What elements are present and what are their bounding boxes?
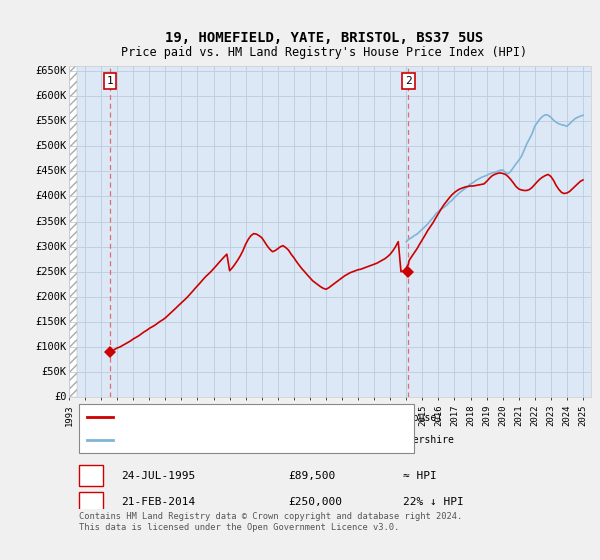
- Text: £500K: £500K: [35, 141, 67, 151]
- Text: 1: 1: [107, 76, 113, 86]
- Text: £0: £0: [54, 392, 67, 402]
- Text: ≈ HPI: ≈ HPI: [403, 470, 437, 480]
- Text: Contains HM Land Registry data © Crown copyright and database right 2024.
This d: Contains HM Land Registry data © Crown c…: [79, 512, 463, 532]
- Text: 21-FEB-2014: 21-FEB-2014: [121, 497, 196, 507]
- Text: £150K: £150K: [35, 317, 67, 327]
- Text: £200K: £200K: [35, 292, 67, 302]
- Polygon shape: [69, 66, 77, 397]
- Text: £50K: £50K: [41, 367, 67, 377]
- Text: £400K: £400K: [35, 192, 67, 202]
- Text: 19, HOMEFIELD, YATE, BRISTOL, BS37 5US (detached house): 19, HOMEFIELD, YATE, BRISTOL, BS37 5US (…: [119, 412, 442, 422]
- Text: £250K: £250K: [35, 267, 67, 277]
- Text: £250,000: £250,000: [288, 497, 342, 507]
- FancyBboxPatch shape: [79, 492, 103, 512]
- Text: 2: 2: [405, 76, 412, 86]
- Text: 24-JUL-1995: 24-JUL-1995: [121, 470, 196, 480]
- Text: HPI: Average price, detached house, South Gloucestershire: HPI: Average price, detached house, Sout…: [119, 435, 454, 445]
- Text: £650K: £650K: [35, 66, 67, 76]
- Text: 2: 2: [88, 497, 95, 507]
- Text: £600K: £600K: [35, 91, 67, 101]
- Text: £89,500: £89,500: [288, 470, 335, 480]
- Text: £450K: £450K: [35, 166, 67, 176]
- Text: 1: 1: [88, 470, 95, 480]
- FancyBboxPatch shape: [79, 404, 413, 453]
- Text: £100K: £100K: [35, 342, 67, 352]
- Text: 19, HOMEFIELD, YATE, BRISTOL, BS37 5US: 19, HOMEFIELD, YATE, BRISTOL, BS37 5US: [165, 31, 483, 45]
- FancyBboxPatch shape: [79, 465, 103, 486]
- Text: 22% ↓ HPI: 22% ↓ HPI: [403, 497, 464, 507]
- Text: Price paid vs. HM Land Registry's House Price Index (HPI): Price paid vs. HM Land Registry's House …: [121, 46, 527, 59]
- Text: £550K: £550K: [35, 116, 67, 126]
- Text: £300K: £300K: [35, 242, 67, 251]
- Text: £350K: £350K: [35, 217, 67, 227]
